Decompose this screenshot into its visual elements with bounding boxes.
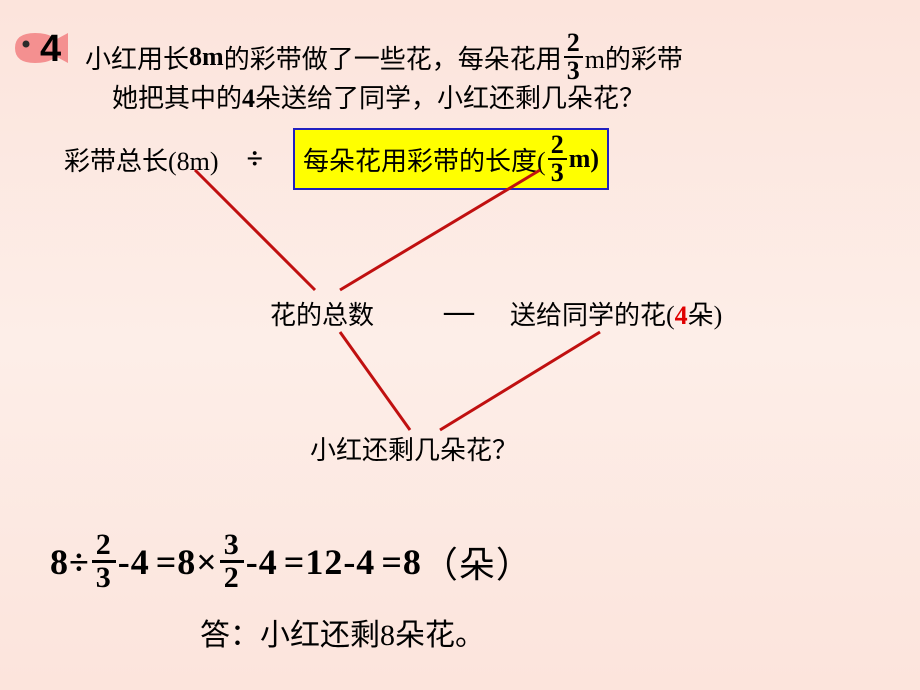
red-four: 4 [675,301,688,330]
text: 她把其中的 [112,84,242,113]
divide-symbol: ÷ [247,142,263,176]
text: 的彩带做了一些花，每朵花用 [224,39,562,76]
numerator: 2 [564,30,583,58]
eq-part: 12-4 [305,541,375,583]
numerator: 2 [548,132,567,160]
remaining-question-node: 小红还剩几朵花？ [310,430,518,467]
problem-line-1: 小红用长 8m 的彩带做了一些花，每朵花用 2 3 m的彩带 [85,30,683,84]
flowers-total-node: 花的总数 [270,295,374,332]
fraction: 2 3 [564,30,583,84]
eq-part: -4 [246,541,278,583]
eq-part: 8× [177,541,218,583]
numerator: 2 [92,530,116,563]
breakdown-top: 彩带总长(8m) ÷ 每朵花用彩带的长度( 2 3 m) [64,128,609,190]
ribbon-total-label: 彩带总长(8m) [64,141,219,178]
text: 每朵花用彩带的长度( [303,141,546,178]
eq-equals: = [284,541,306,583]
per-flower-highlight: 每朵花用彩带的长度( 2 3 m) [293,128,609,190]
solution-equation: 8 ÷ 2 3 -4 = 8× 3 2 -4 = 12-4 = 8 （朵） [50,530,533,593]
eq-equals: = [381,541,403,583]
eq-part: 8 [50,541,69,583]
eq-divide: ÷ [69,541,90,583]
eq-part: -4 [118,541,150,583]
answer-line: 答：小红还剩8朵花。 [200,610,485,654]
minus-symbol: — [444,295,474,329]
text-bold: 8m [189,42,224,72]
text: 朵送给了同学，小红还剩几朵花？ [255,84,645,113]
eq-part: 8 [403,541,422,583]
text: 朵) [688,301,723,330]
text: 小红用长 [85,39,189,76]
given-flowers-node: 送给同学的花(4朵) [510,295,722,332]
fraction: 2 3 [92,530,116,593]
eq-unit: （朵） [422,536,533,588]
denominator: 2 [220,563,244,593]
text: m的彩带 [585,39,683,76]
fraction: 3 2 [220,530,244,593]
numerator: 3 [220,530,244,563]
denominator: 3 [548,160,567,186]
denominator: 3 [92,563,116,593]
problem-line-2: 她把其中的4朵送给了同学，小红还剩几朵花？ [112,78,645,115]
problem-number: 4 [40,28,61,71]
fraction: 2 3 [548,132,567,186]
text: 送给同学的花( [510,301,675,330]
text-bold: 4 [242,84,255,113]
text: m) [569,144,599,174]
eq-equals: = [156,541,178,583]
